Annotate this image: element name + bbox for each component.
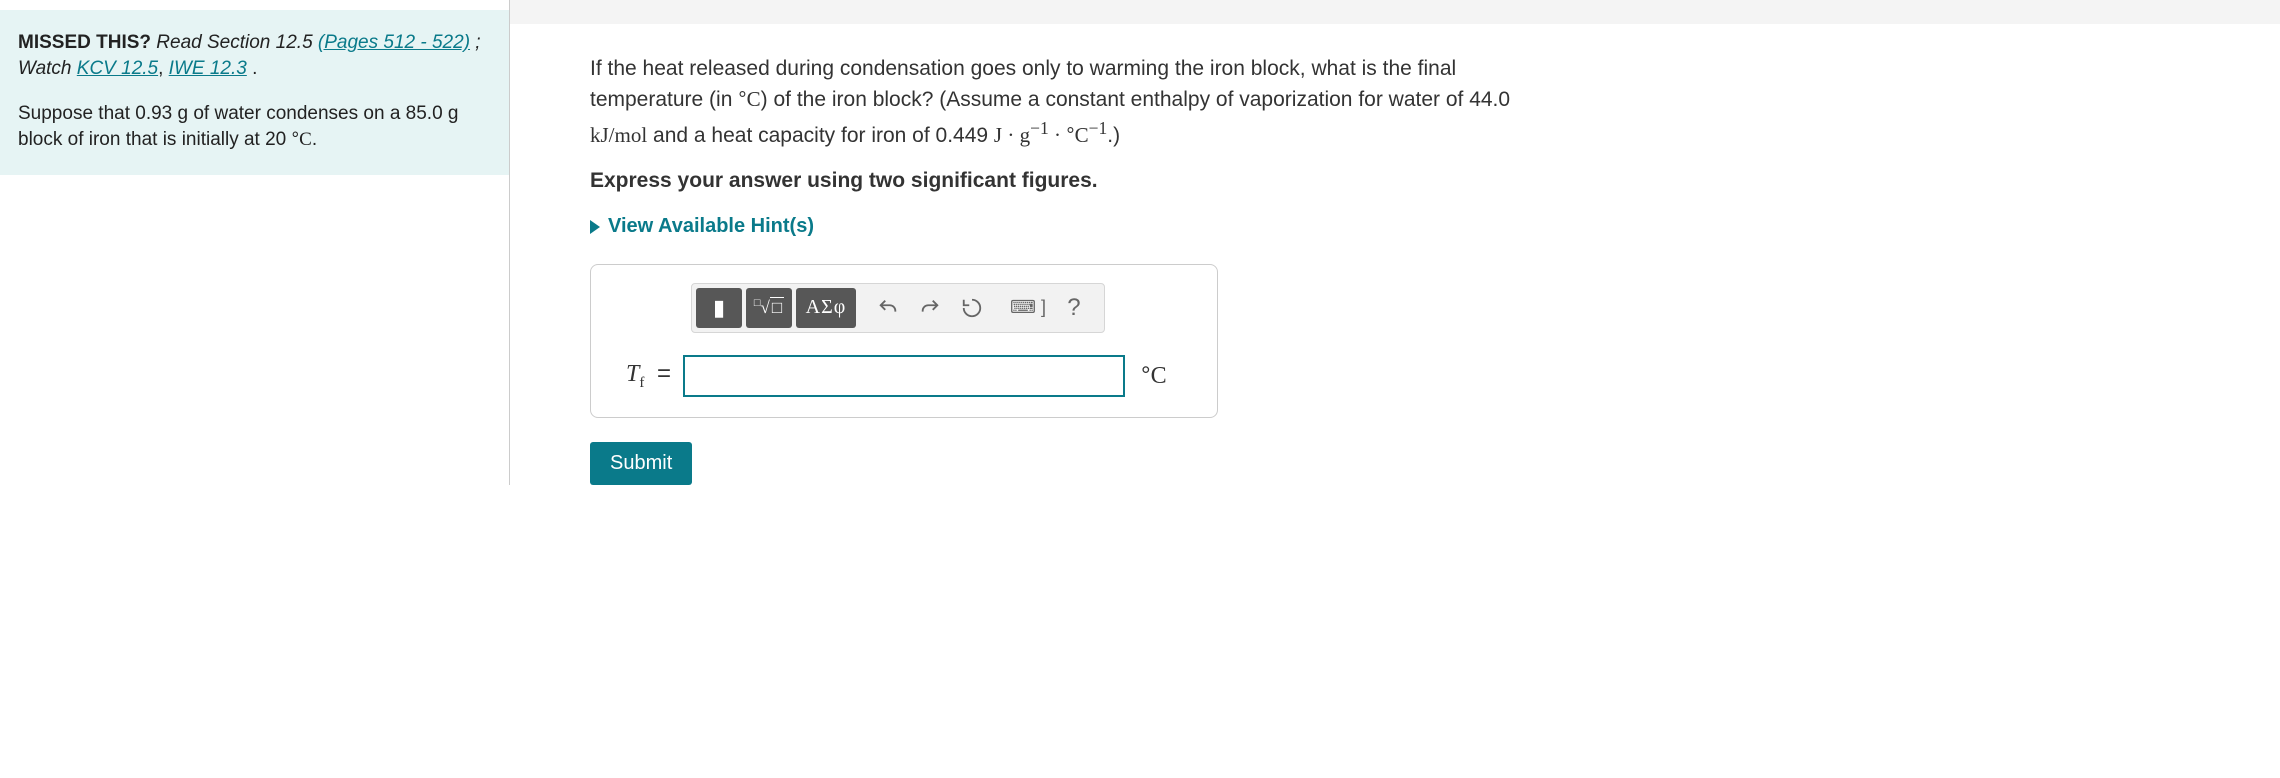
submit-button[interactable]: Submit	[590, 442, 692, 485]
undo-button[interactable]	[868, 288, 908, 328]
top-gray-bar	[510, 0, 2280, 24]
sigfig-instruction: Express your answer using two significan…	[590, 169, 2230, 193]
answer-row: Tf = °C	[611, 355, 1197, 397]
nth-root-button[interactable]: □√□	[746, 288, 792, 328]
q-units: J · g−1 · °C−1	[994, 123, 1107, 147]
page-layout: MISSED THIS? Read Section 12.5 (Pages 51…	[0, 0, 2280, 485]
sidebar: MISSED THIS? Read Section 12.5 (Pages 51…	[0, 0, 510, 485]
greek-icon: ΑΣφ	[806, 296, 847, 319]
problem-degc: °C	[292, 129, 312, 150]
iwe-link[interactable]: IWE 12.3	[169, 58, 247, 79]
question-text: If the heat released during condensation…	[590, 54, 1520, 151]
problem-text-2: .	[312, 129, 317, 150]
reset-icon	[961, 297, 983, 319]
view-hints-toggle[interactable]: View Available Hint(s)	[590, 215, 814, 238]
root-icon: □√□	[754, 297, 784, 318]
q-kjmol: kJ/mol	[590, 123, 647, 147]
rect-icon: ▮	[713, 295, 725, 321]
answer-box: ▮ □√□ ΑΣφ	[590, 264, 1218, 418]
redo-button[interactable]	[910, 288, 950, 328]
var-T: T	[626, 361, 639, 387]
period: .	[247, 58, 258, 79]
template-rect-button[interactable]: ▮	[696, 288, 742, 328]
greek-letters-button[interactable]: ΑΣφ	[796, 288, 856, 328]
kcv-link[interactable]: KCV 12.5	[77, 58, 158, 79]
main-content: If the heat released during condensation…	[510, 0, 2280, 485]
problem-text-1: Suppose that 0.93 g of water condenses o…	[18, 103, 459, 150]
keyboard-button[interactable]: ⌨ ]	[1004, 288, 1052, 328]
q-part-b: ) of the iron block? (Assume a constant …	[761, 88, 1510, 111]
help-button[interactable]: ?	[1054, 288, 1094, 328]
reset-button[interactable]	[952, 288, 992, 328]
variable-label: Tf =	[611, 360, 683, 392]
problem-setup: Suppose that 0.93 g of water condenses o…	[18, 101, 491, 152]
pages-link[interactable]: (Pages 512 - 522)	[318, 32, 470, 53]
comma: ,	[158, 58, 169, 79]
keyboard-icon: ⌨ ]	[1010, 297, 1046, 318]
q-degc-1: °C	[738, 87, 760, 111]
equation-toolbar: ▮ □√□ ΑΣφ	[691, 283, 1105, 333]
redo-icon	[919, 297, 941, 319]
q-part-c: and a heat capacity for iron of 0.449	[647, 124, 994, 147]
chevron-right-icon	[590, 220, 600, 234]
missed-header: MISSED THIS? Read Section 12.5 (Pages 51…	[18, 30, 491, 81]
equals-sign: =	[644, 360, 675, 387]
undo-icon	[877, 297, 899, 319]
section-ref: 12.5	[276, 32, 313, 53]
missed-this-box: MISSED THIS? Read Section 12.5 (Pages 51…	[0, 10, 509, 175]
hints-label: View Available Hint(s)	[608, 215, 814, 238]
answer-input[interactable]	[683, 355, 1125, 397]
read-section-label: Read Section	[156, 32, 270, 53]
q-part-d: .)	[1107, 124, 1120, 147]
missed-label: MISSED THIS?	[18, 32, 151, 53]
answer-unit: °C	[1125, 362, 1167, 390]
help-icon: ?	[1067, 294, 1080, 322]
